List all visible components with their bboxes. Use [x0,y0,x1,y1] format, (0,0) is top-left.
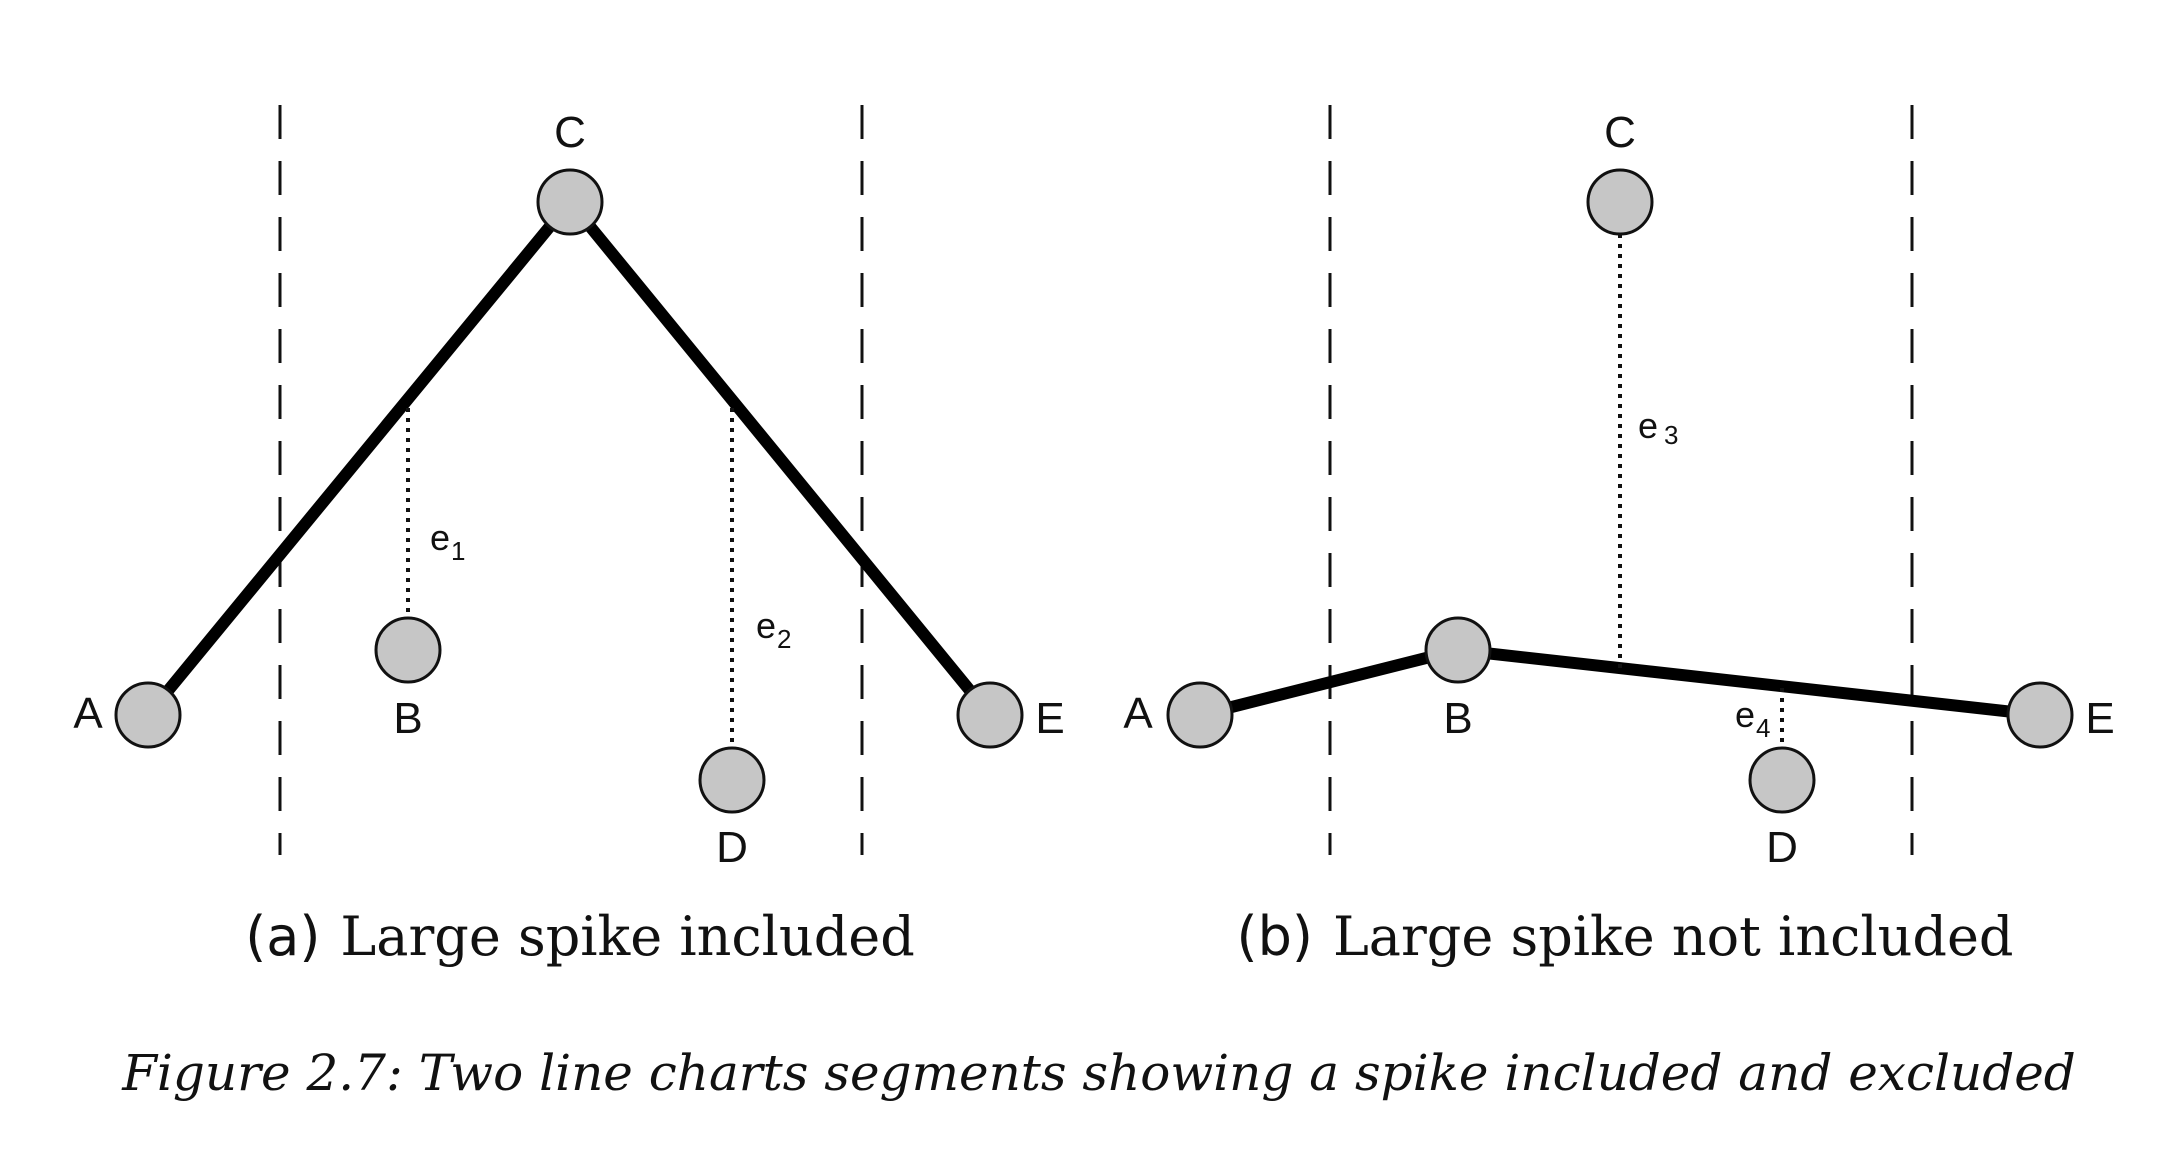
panel-a-error-e1-base: e [430,517,450,558]
panel-a-node-d [698,746,766,814]
panel-a-label-b: B [393,694,422,743]
panel-a-node-a [114,681,182,749]
panel-a-segment-line [143,196,995,719]
panel-a-node-e [956,681,1024,749]
panel-b-subcaption-text: Large spike not included [1333,905,2014,968]
panel-b-node-a [1166,681,1234,749]
panel-b-label-d: D [1766,823,1798,872]
panel-b-node-e [2006,681,2074,749]
panel-a-subcaption-text: Large spike included [340,905,914,968]
panel-b-label-b: B [1443,694,1472,743]
panel-b-node-c [1586,168,1654,236]
panel-a-error-e2-sub: 2 [777,624,791,654]
panel-a-subcaption-tag: (a) [245,905,320,968]
panel-b-label-c: C [1604,108,1636,157]
panel-b-error-e4-sub: 4 [1756,713,1770,743]
panel-b-error-label-e4: e4 [1735,694,1771,743]
panel-a: A C B D E e1 e2 (a) Large spike included [73,105,1065,968]
panel-a-label-d: D [716,823,748,872]
panel-b-error-e3-base: e [1638,405,1658,446]
panel-a-error-e1-sub: 1 [451,536,465,566]
panel-a-label-c: C [554,108,586,157]
panel-b-error-e3-sub: 3 [1664,420,1678,450]
panel-a-error-label-e2: e2 [756,605,792,654]
panel-a-label-e: E [1035,694,1064,743]
panel-b-node-d [1748,746,1816,814]
panel-a-label-a: A [73,689,103,738]
panel-b-node-b [1424,616,1492,684]
panel-a-subcaption: (a) Large spike included [245,905,915,968]
panel-b-subcaption-tag: (b) [1237,905,1313,968]
panel-a-node-b [374,616,442,684]
panel-b-subcaption: (b) Large spike not included [1237,905,2014,968]
panel-a-error-label-e1: e1 [430,517,466,566]
panel-a-error-e2-base: e [756,605,776,646]
panel-b-label-a: A [1123,689,1153,738]
panel-a-node-c [536,168,604,236]
panel-b-label-e: E [2085,694,2114,743]
figure-caption: Figure 2.7: Two line charts segments sho… [121,1044,2076,1102]
panel-b-error-e4-base: e [1735,694,1755,735]
panel-b-segment-line [1198,644,2041,721]
